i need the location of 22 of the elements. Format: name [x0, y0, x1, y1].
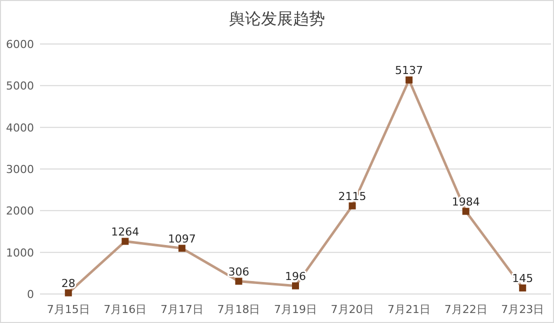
x-tick-label: 7月20日 [330, 303, 374, 316]
y-tick-label: 4000 [6, 121, 34, 134]
data-label: 5137 [395, 64, 424, 77]
data-label: 306 [228, 265, 250, 278]
x-tick-label: 7月16日 [104, 303, 147, 316]
y-tick-label: 3000 [6, 163, 34, 176]
y-tick-label: 2000 [6, 204, 34, 218]
y-tick-label: 6000 [6, 38, 34, 51]
x-tick-label: 7月18日 [217, 303, 260, 316]
x-tick-label: 7月22日 [444, 303, 488, 316]
x-tick-label: 7月17日 [160, 303, 204, 316]
data-label: 1264 [111, 225, 140, 238]
data-label: 28 [61, 276, 76, 290]
x-tick-label: 7月19日 [274, 303, 317, 316]
data-label: 1097 [168, 232, 196, 246]
y-tick-label: 5000 [6, 80, 34, 93]
x-tick-label: 7月15日 [46, 303, 90, 316]
y-tick-label: 0 [27, 288, 34, 301]
y-tick-label: 1000 [6, 246, 34, 260]
x-tick-label: 7月21日 [388, 303, 431, 316]
chart-title: 舆论发展趋势 [229, 9, 325, 28]
x-tick-label: 7月23日 [501, 303, 544, 316]
